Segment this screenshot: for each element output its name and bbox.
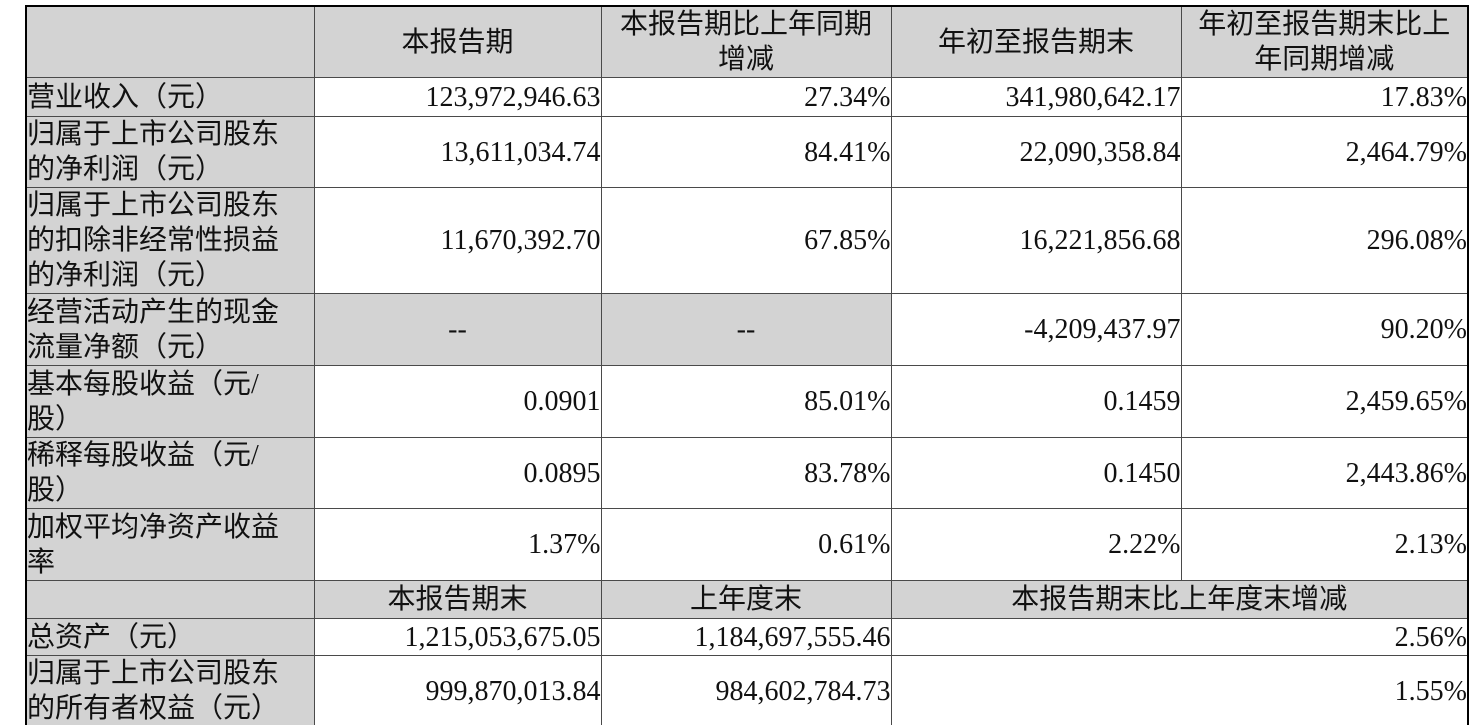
cell-basic-eps-ytd-yoy: 2,459.65% — [1180, 365, 1469, 438]
cell-equity-change: 1.55% — [890, 655, 1469, 725]
row-diluted-eps: 稀释每股收益（元/ 股） 0.0895 83.78% 0.1450 2,443.… — [25, 437, 1469, 509]
cell-roe-period: 1.37% — [313, 508, 602, 581]
header-corner-cell — [25, 5, 315, 78]
financial-summary-table: 本报告期 本报告期比上年同期 增减 年初至报告期末 年初至报告期末比上 年同期增… — [25, 5, 1469, 725]
row-total-assets: 总资产（元） 1,215,053,675.05 1,184,697,555.46… — [25, 618, 1469, 656]
cell-cash-flow-ytd: -4,209,437.97 — [890, 293, 1182, 366]
cell-roe-period-yoy: 0.61% — [600, 508, 892, 581]
label-weighted-avg-roe: 加权平均净资产收益 率 — [25, 508, 315, 581]
header-current-period: 本报告期 — [313, 5, 602, 78]
cell-net-profit-excl-period: 11,670,392.70 — [313, 187, 602, 294]
header-ytd: 年初至报告期末 — [890, 5, 1182, 78]
cell-operating-revenue-ytd-yoy: 17.83% — [1180, 77, 1469, 117]
table-header-row-1: 本报告期 本报告期比上年同期 增减 年初至报告期末 年初至报告期末比上 年同期增… — [25, 5, 1469, 78]
cell-operating-revenue-period: 123,972,946.63 — [313, 77, 602, 117]
cell-roe-ytd: 2.22% — [890, 508, 1182, 581]
header-current-period-end: 本报告期末 — [313, 580, 602, 619]
label-basic-eps: 基本每股收益（元/ 股） — [25, 365, 315, 438]
row-basic-eps: 基本每股收益（元/ 股） 0.0901 85.01% 0.1459 2,459.… — [25, 365, 1469, 438]
row-operating-revenue: 营业收入（元） 123,972,946.63 27.34% 341,980,64… — [25, 77, 1469, 117]
label-equity-attributable: 归属于上市公司股东 的所有者权益（元） — [25, 655, 315, 725]
cell-cash-flow-period-yoy-dash: -- — [600, 293, 892, 366]
header-period-end-change: 本报告期末比上年度末增减 — [890, 580, 1469, 619]
cell-operating-revenue-period-yoy: 27.34% — [600, 77, 892, 117]
header-ytd-yoy: 年初至报告期末比上 年同期增减 — [1180, 5, 1469, 78]
label-total-assets: 总资产（元） — [25, 618, 315, 656]
row-weighted-avg-roe: 加权平均净资产收益 率 1.37% 0.61% 2.22% 2.13% — [25, 508, 1469, 581]
cell-cash-flow-period-dash: -- — [313, 293, 602, 366]
cell-operating-revenue-ytd: 341,980,642.17 — [890, 77, 1182, 117]
cell-basic-eps-period: 0.0901 — [313, 365, 602, 438]
row-operating-cash-flow: 经营活动产生的现金 流量净额（元） -- -- -4,209,437.97 90… — [25, 293, 1469, 366]
label-net-profit-attributable: 归属于上市公司股东 的净利润（元） — [25, 116, 315, 188]
cell-total-assets-current: 1,215,053,675.05 — [313, 618, 602, 656]
cell-net-profit-excl-period-yoy: 67.85% — [600, 187, 892, 294]
cell-equity-current: 999,870,013.84 — [313, 655, 602, 725]
cell-basic-eps-period-yoy: 85.01% — [600, 365, 892, 438]
header2-corner-cell — [25, 580, 315, 619]
cell-cash-flow-ytd-yoy: 90.20% — [1180, 293, 1469, 366]
cell-diluted-eps-ytd-yoy: 2,443.86% — [1180, 437, 1469, 509]
cell-equity-prior: 984,602,784.73 — [600, 655, 892, 725]
cell-net-profit-period: 13,611,034.74 — [313, 116, 602, 188]
header-prior-year-end: 上年度末 — [600, 580, 892, 619]
cell-diluted-eps-period-yoy: 83.78% — [600, 437, 892, 509]
cell-net-profit-excl-ytd-yoy: 296.08% — [1180, 187, 1469, 294]
row-net-profit-attributable: 归属于上市公司股东 的净利润（元） 13,611,034.74 84.41% 2… — [25, 116, 1469, 188]
cell-total-assets-change: 2.56% — [890, 618, 1469, 656]
cell-net-profit-ytd-yoy: 2,464.79% — [1180, 116, 1469, 188]
label-operating-revenue: 营业收入（元） — [25, 77, 315, 117]
cell-roe-ytd-yoy: 2.13% — [1180, 508, 1469, 581]
row-equity-attributable: 归属于上市公司股东 的所有者权益（元） 999,870,013.84 984,6… — [25, 655, 1469, 725]
cell-total-assets-prior: 1,184,697,555.46 — [600, 618, 892, 656]
cell-diluted-eps-period: 0.0895 — [313, 437, 602, 509]
cell-net-profit-period-yoy: 84.41% — [600, 116, 892, 188]
cell-net-profit-excl-ytd: 16,221,856.68 — [890, 187, 1182, 294]
cell-diluted-eps-ytd: 0.1450 — [890, 437, 1182, 509]
label-operating-cash-flow: 经营活动产生的现金 流量净额（元） — [25, 293, 315, 366]
row-net-profit-excl-nonrecurring: 归属于上市公司股东 的扣除非经常性损益 的净利润（元） 11,670,392.7… — [25, 187, 1469, 294]
cell-basic-eps-ytd: 0.1459 — [890, 365, 1182, 438]
label-net-profit-excl-nonrecurring: 归属于上市公司股东 的扣除非经常性损益 的净利润（元） — [25, 187, 315, 294]
table-header-row-2: 本报告期末 上年度末 本报告期末比上年度末增减 — [25, 580, 1469, 619]
label-diluted-eps: 稀释每股收益（元/ 股） — [25, 437, 315, 509]
header-current-period-yoy: 本报告期比上年同期 增减 — [600, 5, 892, 78]
cell-net-profit-ytd: 22,090,358.84 — [890, 116, 1182, 188]
